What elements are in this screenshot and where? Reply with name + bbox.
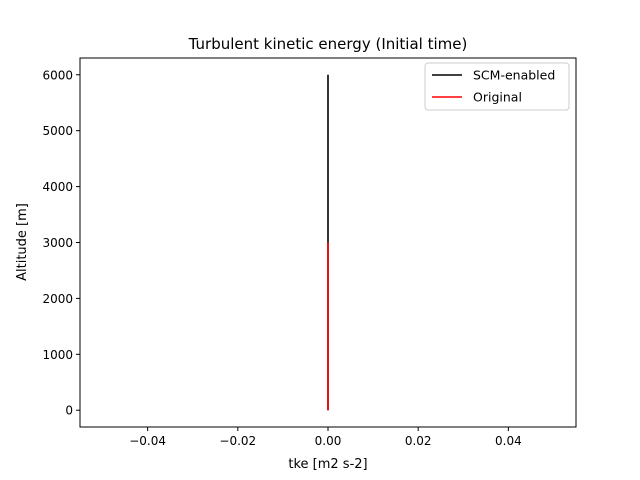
legend-label: SCM-enabled	[473, 68, 555, 83]
y-axis-ticks: 0 1000 2000 3000 4000 5000 6000	[42, 68, 80, 418]
x-tick-label: −0.02	[219, 434, 256, 448]
y-tick-label: 6000	[42, 68, 73, 82]
x-axis-ticks: −0.04 −0.02 0.00 0.02 0.04	[129, 427, 522, 448]
y-axis-label: Altitude [m]	[15, 203, 30, 281]
plot-area	[79, 57, 577, 428]
legend: SCM-enabled Original	[424, 62, 570, 111]
y-tick-label: 3000	[42, 236, 73, 250]
x-tick-label: 0.04	[495, 434, 522, 448]
y-tick-label: 4000	[42, 180, 73, 194]
legend-label: Original	[473, 90, 522, 105]
y-tick-label: 2000	[42, 292, 73, 306]
y-tick-label: 1000	[42, 348, 73, 362]
y-tick-label: 5000	[42, 124, 73, 138]
x-tick-label: −0.04	[129, 434, 166, 448]
y-tick-label: 0	[65, 404, 73, 418]
x-tick-label: 0.02	[405, 434, 432, 448]
chart-title: Turbulent kinetic energy (Initial time)	[188, 35, 468, 53]
x-axis-label: tke [m2 s-2]	[288, 457, 367, 472]
x-tick-label: 0.00	[315, 434, 342, 448]
